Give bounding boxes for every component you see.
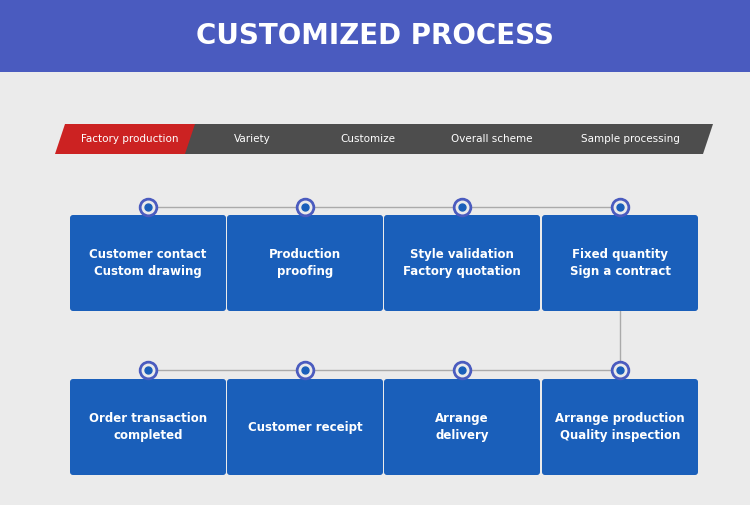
Text: Order transaction
completed: Order transaction completed xyxy=(89,412,207,442)
Text: Customer contact
Custom drawing: Customer contact Custom drawing xyxy=(89,248,207,278)
FancyBboxPatch shape xyxy=(227,215,383,311)
Text: Factory production: Factory production xyxy=(81,134,178,144)
FancyBboxPatch shape xyxy=(227,379,383,475)
FancyBboxPatch shape xyxy=(384,215,540,311)
Polygon shape xyxy=(418,124,566,154)
FancyBboxPatch shape xyxy=(384,379,540,475)
Text: Arrange
delivery: Arrange delivery xyxy=(435,412,489,442)
Text: Customer receipt: Customer receipt xyxy=(248,421,362,433)
Polygon shape xyxy=(302,124,434,154)
Text: Overall scheme: Overall scheme xyxy=(452,134,532,144)
FancyBboxPatch shape xyxy=(70,215,226,311)
Text: Sample processing: Sample processing xyxy=(581,134,680,144)
Text: Style validation
Factory quotation: Style validation Factory quotation xyxy=(404,248,520,278)
FancyBboxPatch shape xyxy=(542,379,698,475)
Text: Fixed quantity
Sign a contract: Fixed quantity Sign a contract xyxy=(569,248,670,278)
FancyBboxPatch shape xyxy=(0,0,750,72)
FancyBboxPatch shape xyxy=(542,215,698,311)
Text: Customize: Customize xyxy=(340,134,395,144)
Text: Production
proofing: Production proofing xyxy=(269,248,341,278)
FancyBboxPatch shape xyxy=(70,379,226,475)
Polygon shape xyxy=(185,124,320,154)
Text: Arrange production
Quality inspection: Arrange production Quality inspection xyxy=(555,412,685,442)
Polygon shape xyxy=(548,124,713,154)
Polygon shape xyxy=(55,124,205,154)
Text: Variety: Variety xyxy=(234,134,271,144)
Text: CUSTOMIZED PROCESS: CUSTOMIZED PROCESS xyxy=(196,22,554,50)
